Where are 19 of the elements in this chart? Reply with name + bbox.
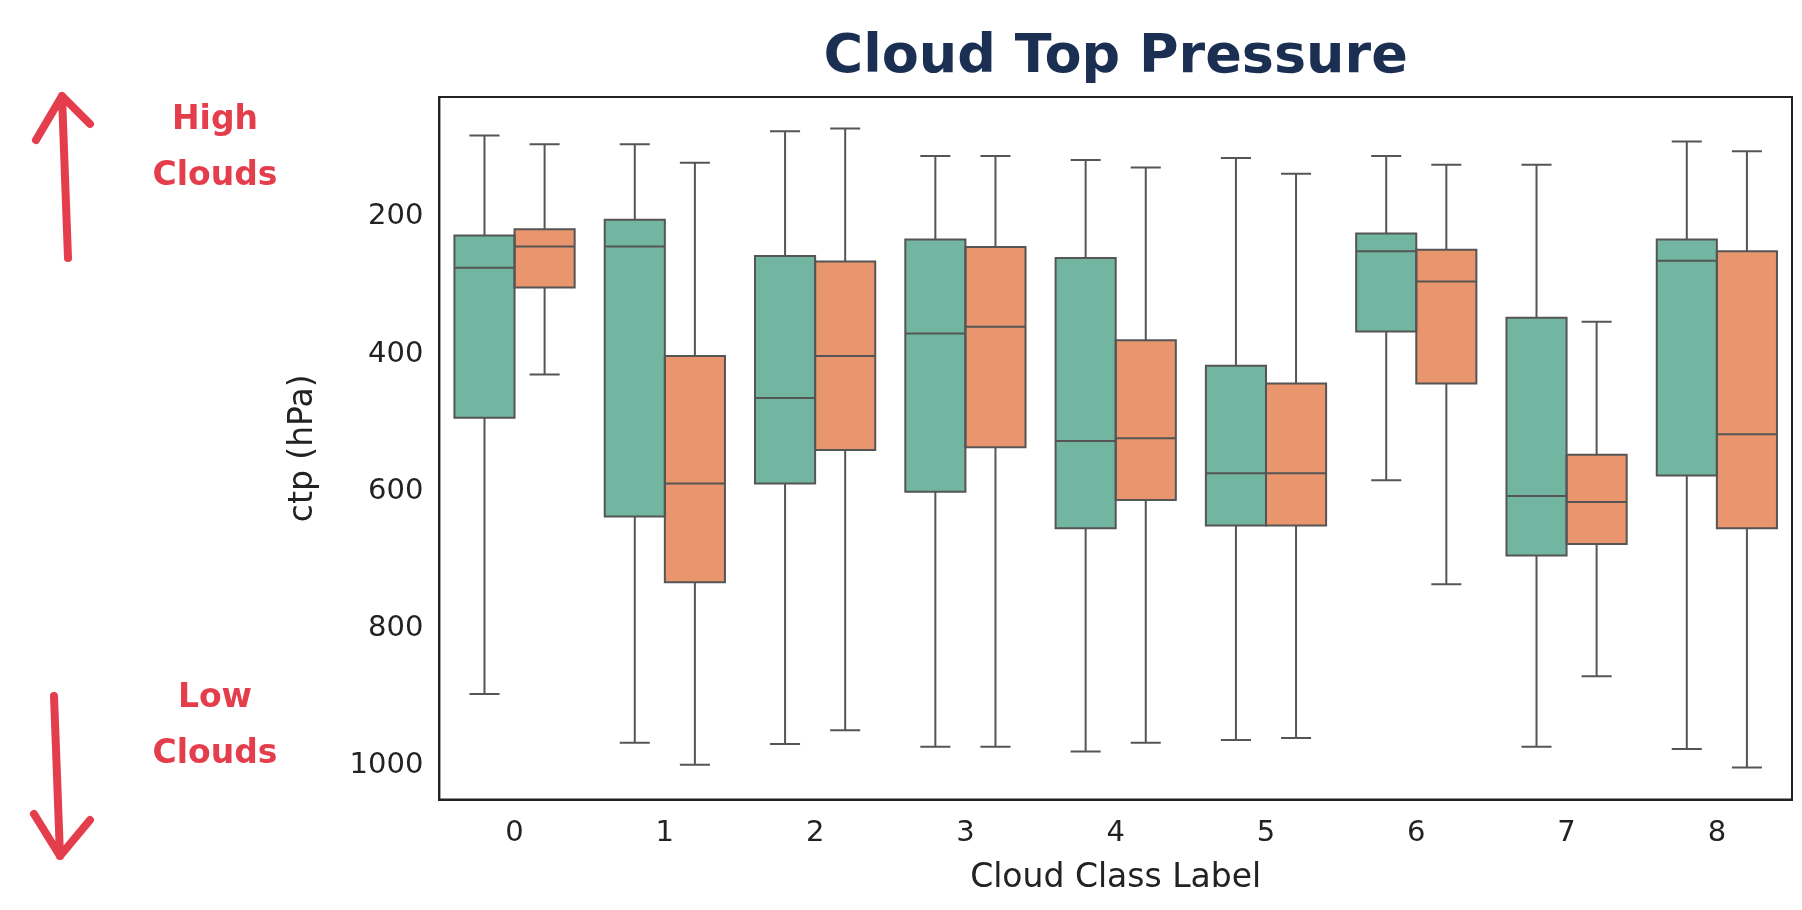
text: High Clouds bbox=[151, 97, 279, 195]
x-axis-title: Cloud Class Label bbox=[970, 855, 1262, 895]
y-tick-label: 400 bbox=[368, 334, 424, 369]
chart-title: Cloud Top Pressure bbox=[823, 22, 1408, 85]
x-tick-label: 2 bbox=[805, 813, 825, 848]
x-tick-label: 1 bbox=[655, 813, 675, 848]
x-tick-label: 4 bbox=[1106, 813, 1125, 848]
x-tick-label: 0 bbox=[505, 813, 524, 848]
y-tick-label: 200 bbox=[368, 197, 424, 232]
text: Low Clouds bbox=[151, 675, 279, 773]
x-tick-label: 7 bbox=[1557, 813, 1576, 848]
x-tick-label: 6 bbox=[1407, 813, 1426, 848]
x-tick-label: 5 bbox=[1256, 813, 1276, 848]
y-axis-title: ctp (hPa) bbox=[281, 374, 321, 523]
y-tick-label: 600 bbox=[368, 471, 424, 506]
y-tick-label: 1000 bbox=[349, 745, 424, 780]
x-tick-label: 3 bbox=[956, 813, 975, 848]
x-tick-label: 8 bbox=[1707, 813, 1727, 848]
y-tick-label: 800 bbox=[368, 608, 424, 643]
